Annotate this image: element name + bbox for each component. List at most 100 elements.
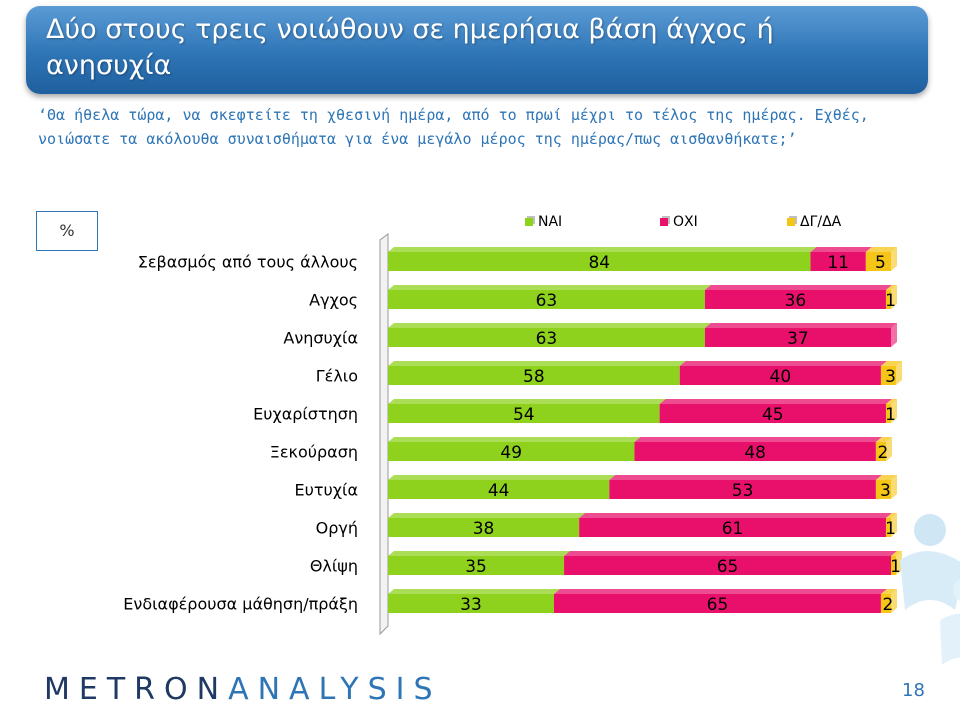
bar-segment-top [388, 437, 641, 442]
bar-segment [388, 290, 705, 309]
bar-segment-top [891, 551, 903, 556]
category-label: Αγχος [309, 291, 358, 310]
bar-segment [875, 480, 891, 499]
bar-segment [388, 556, 565, 575]
data-label: 53 [732, 481, 754, 501]
bar-segment [810, 252, 866, 271]
bar-side [891, 513, 897, 537]
bar-segment-top [679, 361, 887, 366]
category-label: Ενδιαφέρουσα μάθηση/πράξη [123, 595, 358, 614]
bar-segment-top [388, 399, 666, 404]
bar-side [896, 551, 903, 575]
bar-segment-top [388, 247, 817, 252]
data-label: 49 [500, 443, 522, 463]
bar-segment [634, 442, 876, 461]
bar-segment [885, 290, 891, 309]
bar-side [891, 247, 897, 271]
data-label: 2 [883, 595, 894, 615]
data-label: 54 [513, 405, 535, 425]
data-label: 61 [722, 519, 744, 539]
bar-segment-top [875, 475, 897, 480]
legend-swatch-no [660, 218, 668, 226]
bar-segment [388, 518, 580, 537]
page-number: 18 [902, 680, 925, 701]
question-subtitle: ‘Θα ήθελα τώρα, να σκεφτείτε τη χθεσινή … [38, 106, 869, 148]
brand-left: METRON [44, 672, 229, 707]
legend-item-dk: ΔΓ/ΔΑ [787, 214, 841, 230]
category-label: Σεβασμός από τους άλλους [138, 253, 358, 272]
data-label: 3 [880, 481, 891, 501]
data-label: 36 [785, 291, 807, 311]
bar-segment-top [659, 399, 892, 404]
bar-segment-top [388, 551, 571, 556]
bar-segment [388, 366, 680, 385]
bar-segment [704, 328, 891, 347]
data-label: 37 [787, 329, 809, 349]
data-label: 63 [536, 291, 558, 311]
bar-segment-top [885, 513, 897, 518]
legend-swatch-yes [525, 218, 533, 226]
bar-segment [865, 252, 891, 271]
bar-segment [388, 594, 554, 613]
legend-label-yes: ΝΑΙ [538, 214, 563, 230]
data-label: 84 [588, 253, 610, 273]
data-label: 11 [827, 253, 849, 273]
bar-segment-top [388, 361, 686, 366]
data-label: 38 [473, 519, 495, 539]
data-label: 40 [770, 367, 792, 387]
category-label: Ευχαρίστηση [253, 405, 358, 424]
brand-logo: METRONANALYSIS [44, 672, 442, 707]
data-label: 1 [885, 405, 896, 425]
bar-segment-top [388, 475, 616, 480]
bar-segment-top [704, 285, 892, 290]
bar-segment [880, 594, 891, 613]
bar-segment-top [810, 247, 872, 252]
bar-segment-top [388, 323, 711, 328]
category-label: Θλίψη [310, 557, 358, 576]
bar-side [885, 437, 892, 461]
bar-side [891, 399, 897, 423]
bar-segment-top [388, 285, 711, 290]
bar-segment-top [885, 399, 897, 404]
bar-segment-top [634, 437, 882, 442]
data-label: 63 [536, 329, 558, 349]
data-label: 5 [875, 253, 886, 273]
bar-segment [388, 480, 610, 499]
bar-segment [388, 328, 705, 347]
page-title: Δύο στους τρεις νοιώθουν σε ημερήσια βάσ… [46, 14, 774, 81]
bar-segment-top [564, 551, 897, 556]
decorative-figures-graphic [900, 514, 960, 665]
bar-side [891, 475, 897, 499]
bar-side [891, 285, 897, 309]
data-label: 33 [460, 595, 482, 615]
bar-segment [875, 442, 886, 461]
legend-item-yes: ΝΑΙ [525, 214, 562, 230]
data-label: 1 [885, 291, 896, 311]
data-label: 35 [465, 557, 487, 577]
legend-swatch-dk [787, 218, 795, 226]
data-label: 45 [762, 405, 784, 425]
bar-segment-top [865, 247, 897, 252]
unit-box: % [36, 211, 98, 251]
data-label: 3 [885, 367, 896, 387]
bar-segment-top [875, 437, 892, 442]
bar-segment-top [388, 513, 586, 518]
data-label: 1 [885, 519, 896, 539]
brand-right: ANALYSIS [228, 672, 442, 707]
data-label: 2 [878, 443, 889, 463]
bar-segment [880, 366, 897, 385]
category-label: Οργή [316, 519, 358, 538]
bar-segment [659, 404, 886, 423]
bar-side [891, 323, 897, 347]
legend-label-no: ΟΧΙ [673, 214, 698, 230]
legend-label-dk: ΔΓ/ΔΑ [800, 214, 842, 230]
bar-segment [885, 518, 891, 537]
bar-segment [388, 442, 635, 461]
category-label: Ευτυχία [295, 481, 358, 500]
bar-segment [579, 518, 886, 537]
data-label: 1 [890, 557, 901, 577]
bar-segment [679, 366, 881, 385]
data-label: 44 [488, 481, 510, 501]
bar-side [891, 589, 897, 613]
